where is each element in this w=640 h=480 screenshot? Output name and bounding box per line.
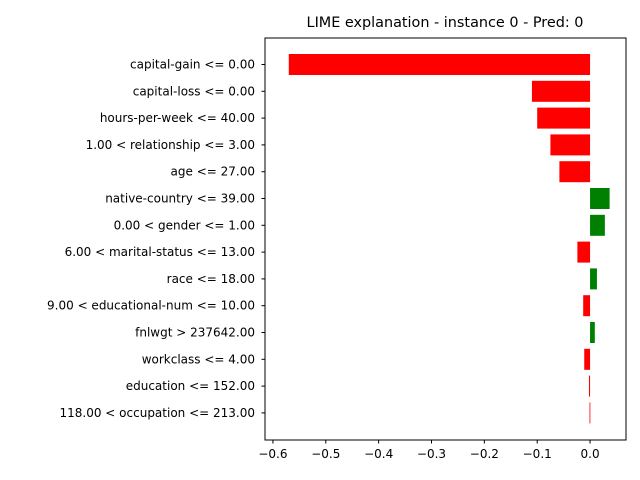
y-tick-label: fnlwgt > 237642.00 [135, 326, 255, 340]
x-tick-label: −0.5 [311, 447, 340, 461]
y-tick-label: 6.00 < marital-status <= 13.00 [65, 245, 255, 259]
bars-group [288, 54, 610, 424]
bar-3 [550, 134, 591, 156]
bar-8 [590, 268, 597, 290]
bar-4 [559, 161, 591, 183]
bar-11 [584, 348, 591, 370]
bar-9 [583, 295, 591, 317]
bar-2 [537, 107, 591, 129]
x-tick-label: −0.2 [470, 447, 499, 461]
chart-title: LIME explanation - instance 0 - Pred: 0 [307, 15, 584, 31]
y-tick-label: education <= 152.00 [126, 379, 255, 393]
y-tick-label: race <= 18.00 [167, 272, 255, 286]
x-tick-label: −0.3 [417, 447, 446, 461]
bar-1 [531, 80, 591, 102]
bar-0 [288, 54, 591, 75]
y-tick-label: capital-gain <= 0.00 [130, 58, 255, 72]
y-tick-label: workclass <= 4.00 [142, 352, 255, 366]
y-tick-label: 0.00 < gender <= 1.00 [114, 218, 255, 232]
x-tick-label: 0.0 [581, 447, 600, 461]
bar-6 [590, 214, 605, 236]
y-axis-ticks: capital-gain <= 0.00 capital-loss <= 0.00… [47, 58, 265, 420]
bar-5 [590, 188, 610, 209]
y-tick-label: 1.00 < relationship <= 3.00 [86, 138, 255, 152]
axes-frame [264, 37, 627, 441]
bar-7 [577, 241, 591, 263]
x-tick-label: −0.6 [258, 447, 287, 461]
x-axis-ticks: −0.6 −0.5 −0.4 −0.3 −0.2 −0.1 0.0 [258, 440, 600, 461]
y-tick-label: hours-per-week <= 40.00 [100, 111, 255, 125]
x-tick-label: −0.1 [523, 447, 552, 461]
y-tick-label: native-country <= 39.00 [105, 192, 255, 206]
bar-13 [589, 402, 591, 424]
bar-12 [589, 375, 591, 397]
bar-10 [590, 322, 595, 343]
x-tick-label: −0.4 [364, 447, 393, 461]
y-tick-label: 118.00 < occupation <= 213.00 [60, 406, 256, 420]
y-tick-label: 9.00 < educational-num <= 10.00 [47, 299, 255, 313]
y-tick-label: capital-loss <= 0.00 [133, 84, 255, 98]
y-tick-label: age <= 27.00 [171, 165, 255, 179]
